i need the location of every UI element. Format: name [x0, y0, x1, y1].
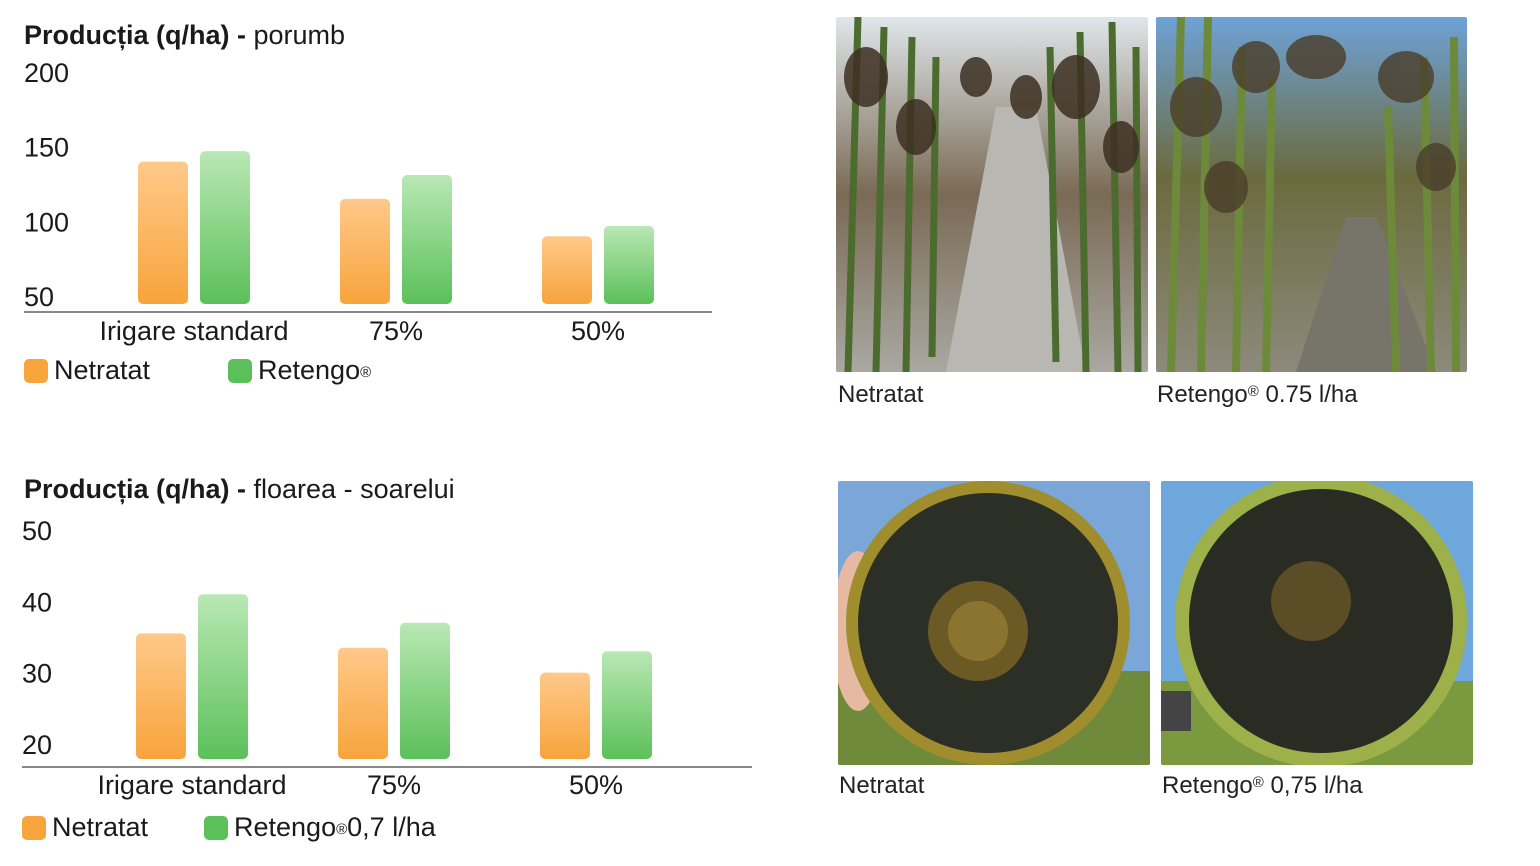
registered-mark: ®	[360, 364, 372, 381]
y-tick-label: 200	[24, 58, 69, 88]
bar-chart-porumb: 50 100 150 200 Irigare standard 75% 50%	[24, 58, 712, 346]
chart-floarea-soarelui: Producția (q/ha) - floarea - soarelui 20…	[22, 474, 752, 843]
y-tick-label: 100	[24, 207, 69, 237]
chart-title-bold: Producția (q/ha) -	[24, 20, 246, 50]
y-tick-label: 50	[22, 516, 52, 546]
x-category-label: 50%	[571, 316, 625, 346]
bar-netratat	[540, 672, 590, 759]
x-category-label: 50%	[569, 770, 623, 800]
bar-netratat	[340, 198, 390, 304]
bar-chart-floarea-soarelui: 20 30 40 50 Irigare standard 75% 50%	[22, 516, 752, 800]
chart-title-bold: Producția (q/ha) -	[24, 474, 246, 504]
y-tick-label: 150	[24, 133, 69, 163]
x-category-label: 75%	[367, 770, 421, 800]
corn-field-image	[836, 17, 1148, 372]
legend-item-retengo: Retengo ®	[228, 355, 371, 386]
caption-corn-treated: Retengo® 0.75 l/ha	[1157, 381, 1358, 409]
x-category-label: Irigare standard	[97, 770, 286, 800]
legend-label-dose: 0,7 l/ha	[347, 812, 436, 842]
chart-porumb: Producția (q/ha) - porumb 50 100 150 200 Iri…	[0, 0, 800, 420]
legend-swatch-green	[228, 358, 252, 383]
sunflower-head-image	[838, 481, 1150, 765]
bar-netratat	[542, 236, 592, 304]
legend-item-retengo: Retengo ® 0,7 l/ha	[204, 812, 436, 843]
bar-netratat	[138, 161, 188, 304]
y-tick-label: 30	[22, 659, 52, 689]
chart-title: Producția (q/ha) - floarea - soarelui	[24, 474, 455, 505]
bar-retengo	[198, 594, 248, 759]
photo-sunflower-untreated	[838, 481, 1150, 765]
bar-retengo	[604, 225, 654, 304]
registered-mark: ®	[1252, 774, 1264, 791]
chart-title-crop: porumb	[253, 20, 346, 50]
x-category-label: Irigare standard	[99, 316, 288, 346]
chart-title-crop: floarea - soarelui	[253, 474, 455, 504]
legend-label-retengo: Retengo	[258, 355, 361, 385]
chart-title: Producția (q/ha) - porumb	[24, 20, 345, 51]
caption-corn-untreated: Netratat	[838, 381, 924, 408]
photo-sunflower-treated	[1161, 481, 1473, 765]
bar-retengo	[400, 622, 450, 759]
legend-swatch-orange	[22, 815, 46, 840]
bar-netratat	[136, 633, 186, 759]
legend-item-netratat: Netratat	[22, 812, 148, 843]
corn-field-image	[1156, 17, 1467, 372]
legend-swatch-orange	[24, 358, 48, 383]
y-tick-label: 50	[24, 282, 54, 312]
caption-dose: 0.75 l/ha	[1258, 381, 1358, 408]
photo-corn-untreated	[836, 17, 1148, 372]
x-category-label: 75%	[369, 316, 423, 346]
y-tick-label: 20	[22, 730, 52, 760]
photo-corn-treated	[1156, 17, 1467, 372]
legend-label-netratat: Netratat	[52, 812, 149, 842]
bar-netratat	[338, 647, 388, 759]
caption-brand: Retengo	[1162, 772, 1253, 799]
registered-mark: ®	[1247, 383, 1259, 400]
caption-sunflower-treated: Retengo® 0,75 l/ha	[1162, 772, 1363, 800]
legend-label-netratat: Netratat	[54, 355, 151, 385]
caption-brand: Retengo	[1157, 381, 1248, 408]
sunflower-head-image	[1161, 481, 1473, 765]
bar-retengo	[402, 175, 452, 304]
caption-sunflower-untreated: Netratat	[839, 772, 925, 799]
caption-dose: 0,75 l/ha	[1263, 772, 1363, 799]
y-tick-label: 40	[22, 587, 52, 617]
bar-retengo	[602, 651, 652, 759]
bar-retengo	[200, 151, 250, 304]
registered-mark: ®	[336, 821, 348, 838]
legend-label-retengo: Retengo	[234, 812, 337, 842]
legend-swatch-green	[204, 815, 228, 840]
legend-item-netratat: Netratat	[24, 355, 150, 386]
